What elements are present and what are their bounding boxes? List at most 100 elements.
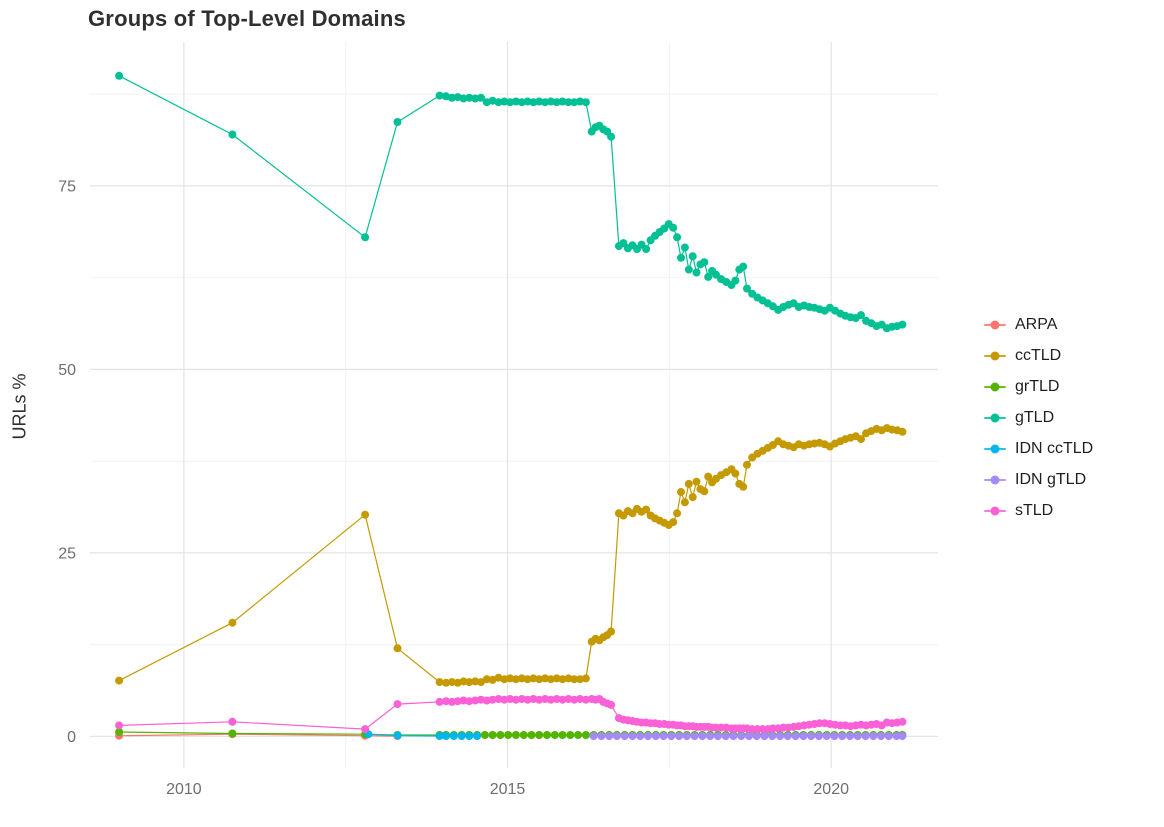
data-point-gtld	[535, 97, 544, 106]
data-point-grtld	[519, 731, 528, 739]
data-point-idn-gtld	[760, 732, 769, 741]
data-point-idn-gtld	[830, 732, 839, 741]
data-point-idn-gtld	[721, 732, 730, 741]
data-point-cctld	[731, 469, 740, 478]
data-point-idn-gtld	[597, 732, 606, 741]
legend-item-arpa: ARPA	[984, 314, 1093, 335]
data-point-idn-gtld	[589, 732, 598, 741]
data-point-cctld	[393, 644, 402, 653]
data-point-cctld	[482, 675, 491, 684]
data-point-grtld	[504, 731, 513, 739]
data-point-idn-gtld	[620, 732, 629, 741]
data-point-grtld	[574, 731, 583, 739]
data-point-cctld	[704, 472, 713, 481]
data-point-idn-gtld	[612, 732, 621, 741]
data-point-gtld	[684, 265, 693, 274]
data-point-cctld	[459, 677, 468, 686]
data-point-cctld	[576, 675, 584, 684]
data-point-gtld	[435, 91, 444, 100]
data-point-gtld	[581, 98, 590, 107]
y-tick-label: 25	[58, 545, 76, 562]
data-point-cctld	[447, 678, 456, 687]
data-point-grtld	[480, 731, 489, 739]
data-point-stld	[552, 695, 561, 703]
data-point-gtld	[739, 262, 748, 271]
data-point-idn-gtld	[846, 732, 854, 741]
data-point-stld	[506, 695, 515, 703]
legend-item-idn-gtld: IDN gTLD	[984, 469, 1093, 490]
data-point-cctld	[511, 675, 520, 684]
data-point-stld	[898, 717, 907, 726]
y-tick-label: 0	[67, 729, 76, 746]
legend: ARPA ccTLD grTLD gTLD IDN ccTLD IDN gTLD sTLD	[984, 314, 1093, 521]
data-point-stld	[511, 695, 520, 704]
data-point-gtld	[688, 252, 697, 261]
data-point-idn-gtld	[667, 732, 676, 741]
data-point-idn-gtld	[690, 732, 699, 741]
legend-label: ccTLD	[1015, 346, 1062, 364]
data-point-gtld	[692, 268, 701, 277]
legend-item-grtld: grTLD	[984, 376, 1093, 397]
data-point-cctld	[435, 678, 444, 687]
data-point-idn-gtld	[799, 732, 808, 741]
data-point-gtld	[700, 258, 709, 267]
legend-key-icon	[984, 442, 1006, 456]
data-point-gtld	[541, 98, 550, 107]
data-point-gtld	[552, 98, 561, 107]
legend-key-icon	[984, 411, 1006, 425]
data-point-stld	[488, 695, 497, 704]
series-line-gtld	[118, 75, 903, 329]
data-point-idn-gtld	[636, 732, 645, 741]
legend-item-idn-cctld: IDN ccTLD	[984, 438, 1093, 459]
data-point-cctld	[570, 675, 579, 684]
data-point-idn-gtld	[659, 732, 668, 741]
data-point-gtld	[477, 93, 485, 102]
data-point-grtld	[535, 731, 544, 739]
data-point-gtld	[511, 97, 520, 106]
data-point-cctld	[669, 518, 678, 527]
x-tick-label: 2015	[490, 781, 526, 798]
data-point-gtld	[704, 272, 713, 281]
legend-label: ARPA	[1015, 315, 1058, 333]
data-point-idn-gtld	[838, 732, 847, 741]
data-point-idn-gtld	[605, 732, 614, 741]
data-point-cctld	[535, 675, 544, 684]
data-point-idn-gtld	[737, 732, 746, 741]
data-point-stld	[523, 695, 532, 704]
data-point-gtld	[523, 97, 532, 106]
chart-title: Groups of Top-Level Domains	[88, 6, 406, 31]
data-point-stld	[115, 721, 124, 730]
data-point-gtld	[558, 97, 567, 106]
data-point-gtld	[564, 98, 573, 107]
data-point-gtld	[506, 98, 515, 107]
data-point-idn-gtld	[682, 732, 691, 741]
legend-item-stld: sTLD	[984, 500, 1093, 521]
data-point-gtld	[465, 93, 474, 102]
data-point-idn-cctld	[473, 732, 482, 740]
data-point-cctld	[673, 509, 682, 518]
data-point-idn-cctld	[435, 732, 444, 740]
data-point-stld	[465, 697, 474, 706]
data-point-cctld	[471, 677, 480, 686]
data-point-idn-gtld	[706, 732, 715, 741]
data-point-gtld	[731, 276, 740, 285]
data-point-cctld	[857, 435, 865, 444]
data-point-stld	[228, 717, 237, 726]
data-point-gtld	[642, 245, 651, 253]
data-point-grtld	[496, 731, 505, 739]
data-point-stld	[546, 695, 555, 704]
data-point-gtld	[459, 94, 468, 103]
data-point-idn-gtld	[869, 732, 878, 741]
data-point-gtld	[619, 239, 628, 248]
data-point-idn-gtld	[814, 732, 823, 741]
data-point-stld	[393, 700, 402, 709]
data-point-idn-gtld	[884, 732, 893, 741]
data-point-stld	[529, 695, 538, 703]
data-point-cctld	[743, 460, 751, 469]
legend-item-gtld: gTLD	[984, 407, 1093, 428]
data-point-cctld	[115, 676, 124, 685]
legend-key-icon	[984, 473, 1006, 487]
data-point-gtld	[546, 97, 555, 106]
